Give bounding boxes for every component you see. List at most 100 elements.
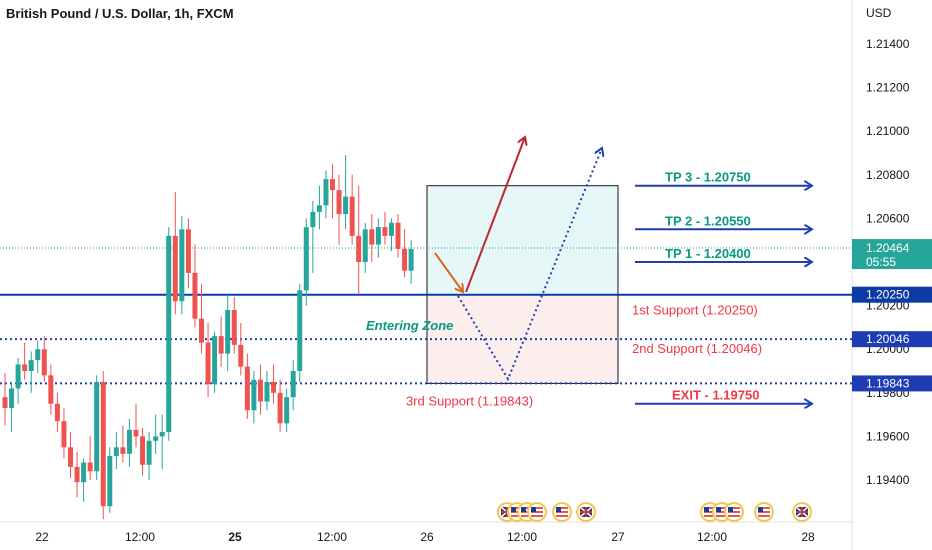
candle-body: [277, 392, 283, 424]
candle-body: [146, 440, 152, 465]
candle-body: [218, 336, 224, 354]
candle-body: [15, 364, 21, 389]
x-tick-label: 22: [35, 530, 49, 544]
support3-label: 3rd Support (1.19843): [406, 393, 533, 408]
candle-body: [133, 429, 139, 437]
price-tag-label: 1.20250: [866, 288, 910, 302]
us-flag-canton: [556, 507, 561, 512]
y-tick-label: 1.20800: [866, 168, 910, 182]
candle-body: [68, 447, 73, 467]
candle-body: [199, 318, 204, 343]
target-zone-box[interactable]: [426, 185, 619, 296]
y-tick-label: 1.20600: [866, 211, 910, 225]
candle-body: [408, 248, 414, 271]
current-price-tag-label: 1.20464: [866, 241, 910, 255]
y-tick-label: 1.19600: [866, 429, 910, 443]
candle-body: [22, 364, 28, 371]
candle-body: [159, 432, 165, 437]
candle-body: [343, 196, 349, 215]
candle-body: [388, 222, 394, 236]
tp3-label: TP 3 - 1.20750: [665, 170, 751, 185]
candle-body: [225, 309, 231, 354]
candle-body: [126, 429, 132, 454]
candle-body: [153, 436, 159, 441]
support2-label: 2nd Support (1.20046): [632, 341, 762, 356]
candle-body: [94, 381, 100, 472]
candle-body: [375, 227, 381, 245]
price-tag-label: 1.19843: [866, 376, 910, 390]
exit-label: EXIT - 1.19750: [672, 388, 759, 403]
support1-label: 1st Support (1.20250): [632, 303, 758, 318]
candle-body: [264, 381, 270, 402]
candle-body: [382, 227, 388, 236]
candle-body: [369, 229, 375, 245]
currency-label: USD: [866, 6, 892, 20]
candle-body: [402, 248, 408, 271]
candle-body: [100, 381, 106, 507]
candle-body: [244, 366, 250, 411]
price-tag-label: 1.20046: [866, 332, 910, 346]
candle-body: [362, 229, 368, 262]
candle-body: [48, 375, 54, 404]
x-tick-label: 12:00: [125, 530, 155, 544]
candle-body: [231, 309, 237, 345]
alternative-path-arrow[interactable]: [457, 148, 602, 382]
candle-body: [140, 436, 146, 465]
entering-zone-label: Entering Zone: [366, 318, 453, 333]
candle-body: [54, 403, 60, 422]
x-tick-label: 25: [228, 530, 242, 544]
candle-body: [61, 421, 67, 448]
candle-body: [297, 290, 303, 371]
candle-body: [303, 227, 309, 291]
x-tick-label: 27: [611, 530, 625, 544]
candle-body: [107, 456, 113, 507]
candle-body: [284, 397, 290, 424]
x-tick-label: 12:00: [317, 530, 347, 544]
entry-arrow[interactable]: [434, 252, 463, 292]
candle-body: [172, 235, 178, 302]
candle-body: [179, 229, 185, 302]
us-flag-canton: [716, 507, 721, 512]
candle-countdown-label: 05:55: [866, 255, 896, 269]
candle-body: [74, 466, 80, 483]
candle-body: [257, 379, 263, 402]
chart-title: British Pound / U.S. Dollar, 1h, FXCM: [6, 6, 234, 21]
x-tick-label: 28: [801, 530, 815, 544]
candle-body: [290, 371, 296, 398]
us-flag-canton: [728, 507, 733, 512]
us-flag-canton: [511, 507, 516, 512]
candle-body: [330, 179, 335, 191]
candle-body: [238, 344, 244, 367]
x-tick-label: 12:00: [507, 530, 537, 544]
candle-body: [212, 336, 218, 385]
x-tick-label: 12:00: [697, 530, 727, 544]
candle-body: [251, 379, 257, 411]
candle-body: [316, 205, 322, 212]
current-price-tag-bg: [852, 239, 932, 270]
price-tag-bg: [852, 331, 932, 348]
bullish-arrow[interactable]: [465, 137, 525, 293]
y-tick-label: 1.19400: [866, 473, 910, 487]
candle-body: [81, 462, 87, 483]
candle-body: [185, 229, 191, 273]
us-flag-canton: [521, 507, 526, 512]
y-tick-label: 1.21200: [866, 81, 910, 95]
candle-body: [192, 272, 198, 319]
candle-body: [395, 222, 401, 249]
price-tag-bg: [852, 375, 932, 392]
y-tick-label: 1.21400: [866, 37, 910, 51]
candle-body: [271, 381, 277, 393]
candle-body: [87, 462, 93, 472]
price-tag-bg: [852, 286, 932, 303]
us-flag-canton: [704, 507, 709, 512]
candle-body: [120, 447, 126, 454]
candle-body: [205, 342, 211, 385]
candle-body: [35, 349, 41, 361]
candle-body: [336, 190, 342, 215]
candle-body: [28, 360, 34, 371]
x-tick-label: 26: [420, 530, 434, 544]
candle-body: [323, 179, 329, 206]
y-tick-label: 1.21000: [866, 124, 910, 138]
candle-body: [356, 235, 362, 262]
